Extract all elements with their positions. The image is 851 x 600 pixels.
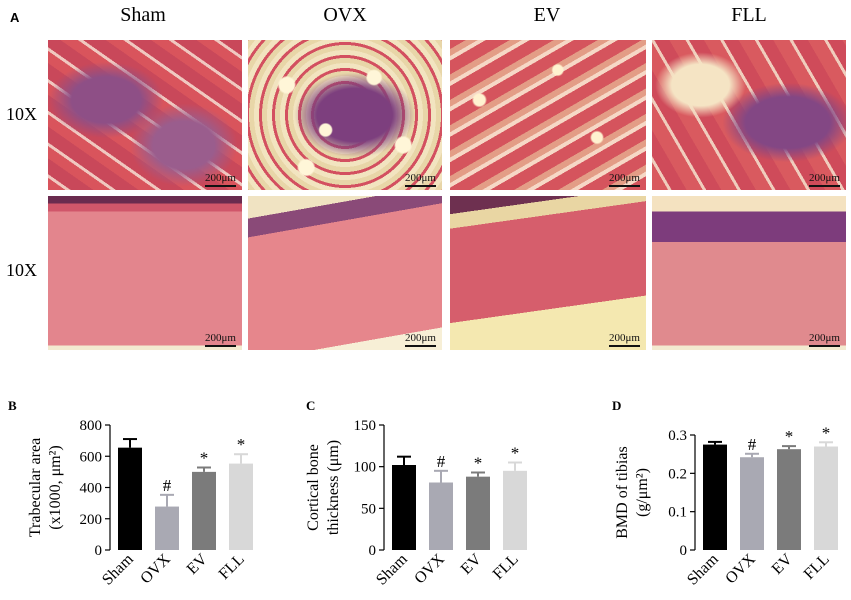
y-tick-label: 0 [680,543,688,559]
scale-bar-label: 200μm [609,172,640,184]
scale-bar-label: 200μm [405,332,436,344]
bar-ev [777,449,801,550]
bar-ovx [429,482,453,550]
bar-sham [703,444,727,550]
micrograph-ovx-trabecular: 200μm [248,40,442,190]
row-label-bottom: 10X [6,260,37,280]
significance-mark: # [437,452,446,471]
column-title-ev: EV [533,4,561,26]
x-tick-label: OVX [411,550,448,587]
significance-mark: * [785,427,794,446]
x-tick-label: FLL [216,551,248,583]
significance-mark: * [200,449,209,468]
column-title-sham: Sham [120,4,166,26]
scale-bar-label: 200μm [205,172,236,184]
y-tick-label: 0.2 [668,466,687,482]
micrograph-ev-cortical: 200μm [450,196,646,350]
x-tick-label: Sham [684,550,722,588]
bar-sham [118,447,142,550]
x-tick-label: EV [458,550,485,577]
x-tick-label: FLL [801,551,833,583]
significance-mark: * [237,435,246,454]
y-axis-label-line1: Trabecular area [27,438,44,537]
bar-ovx [155,506,179,550]
significance-mark: * [474,454,483,473]
y-axis-label-line1: BMD of tibias [614,446,631,538]
panel-letter: C [306,398,315,413]
chart-d: D 0 0.1 0.2 0.3 BMD of tibias (g/μm²) Sham # OVX *… [612,398,838,589]
x-tick-label: Sham [99,550,137,588]
bar-charts: B 0 200 400 600 800 Trabecular area (x1000, μm²… [8,398,838,589]
x-tick-label: Sham [373,550,411,588]
y-tick-label: 800 [80,418,103,434]
y-tick-label: 50 [361,501,376,517]
significance-mark: # [748,435,757,454]
y-axis-label-line2: (x1000, μm²) [47,445,64,529]
panel-letter: B [8,398,17,413]
micrograph-sham-trabecular: 200μm [48,40,242,190]
bar-ovx [740,457,764,550]
row-label-top: 10X [6,104,37,124]
significance-mark: * [511,444,520,463]
scale-bar-label: 200μm [205,332,236,344]
y-tick-label: 200 [80,512,103,528]
x-tick-label: EV [769,550,796,577]
x-tick-label: OVX [137,550,174,587]
panel-letter: D [612,398,621,413]
bar-fll [814,446,838,550]
scale-bar-label: 200μm [609,332,640,344]
y-tick-label: 400 [80,481,103,497]
y-tick-label: 0.1 [668,505,687,521]
column-title-ovx: OVX [323,4,367,26]
y-tick-label: 0 [369,543,377,559]
bar-sham [392,465,416,550]
significance-mark: # [163,476,172,495]
chart-c: C 0 50 100 150 Cortical bone thickness (μm) Sha… [305,398,527,589]
bar-fll [229,463,253,550]
y-tick-label: 0.3 [668,428,687,444]
y-tick-label: 150 [354,418,377,434]
bar-ev [466,476,490,550]
scale-bar-label: 200μm [405,172,436,184]
micrograph-ev-trabecular: 200μm [450,40,646,190]
micrograph-fll-cortical: 200μm [652,196,846,350]
chart-b: B 0 200 400 600 800 Trabecular area (x1000, μm²… [8,398,253,589]
y-axis-label-line2: (g/μm²) [634,468,651,517]
x-tick-label: FLL [490,551,522,583]
scale-bar-label: 200μm [809,172,840,184]
bar-ev [192,471,216,550]
y-tick-label: 100 [354,460,377,476]
panel-a-letter: A [10,10,20,25]
y-tick-label: 600 [80,449,103,465]
significance-mark: * [822,423,831,442]
y-axis-label-line1: Cortical bone [305,444,322,531]
micrograph-sham-cortical: 200μm [48,196,242,350]
x-tick-label: OVX [722,550,759,587]
x-tick-label: EV [184,550,211,577]
scale-bar-label: 200μm [809,332,840,344]
y-axis-label-line2: thickness (μm) [325,440,342,535]
bar-fll [503,470,527,550]
micrograph-ovx-cortical: 200μm [248,196,442,350]
micrograph-fll-trabecular: 200μm [652,40,846,190]
column-title-fll: FLL [731,4,767,26]
y-tick-label: 0 [95,543,103,559]
